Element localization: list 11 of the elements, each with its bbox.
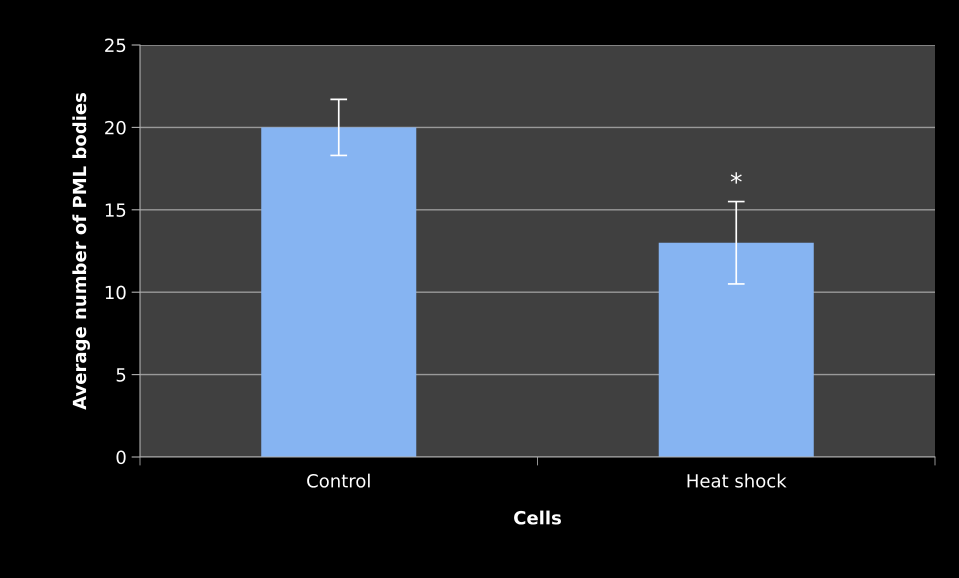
y-tick-label: 0 bbox=[116, 450, 126, 464]
x-tick-label: Control bbox=[307, 474, 370, 488]
x-axis-title: Cells bbox=[514, 510, 561, 525]
x-tick-label: Heat shock bbox=[688, 474, 787, 488]
y-tick-label: 25 bbox=[105, 38, 126, 52]
annotation: * bbox=[730, 172, 742, 184]
y-tick-label: 20 bbox=[105, 120, 126, 135]
y-tick-label: 5 bbox=[116, 368, 126, 382]
y-axis-title: Average number of PML bodies bbox=[72, 92, 90, 410]
y-tick-label: 10 bbox=[106, 286, 126, 300]
y-tick-label: 15 bbox=[106, 203, 126, 217]
